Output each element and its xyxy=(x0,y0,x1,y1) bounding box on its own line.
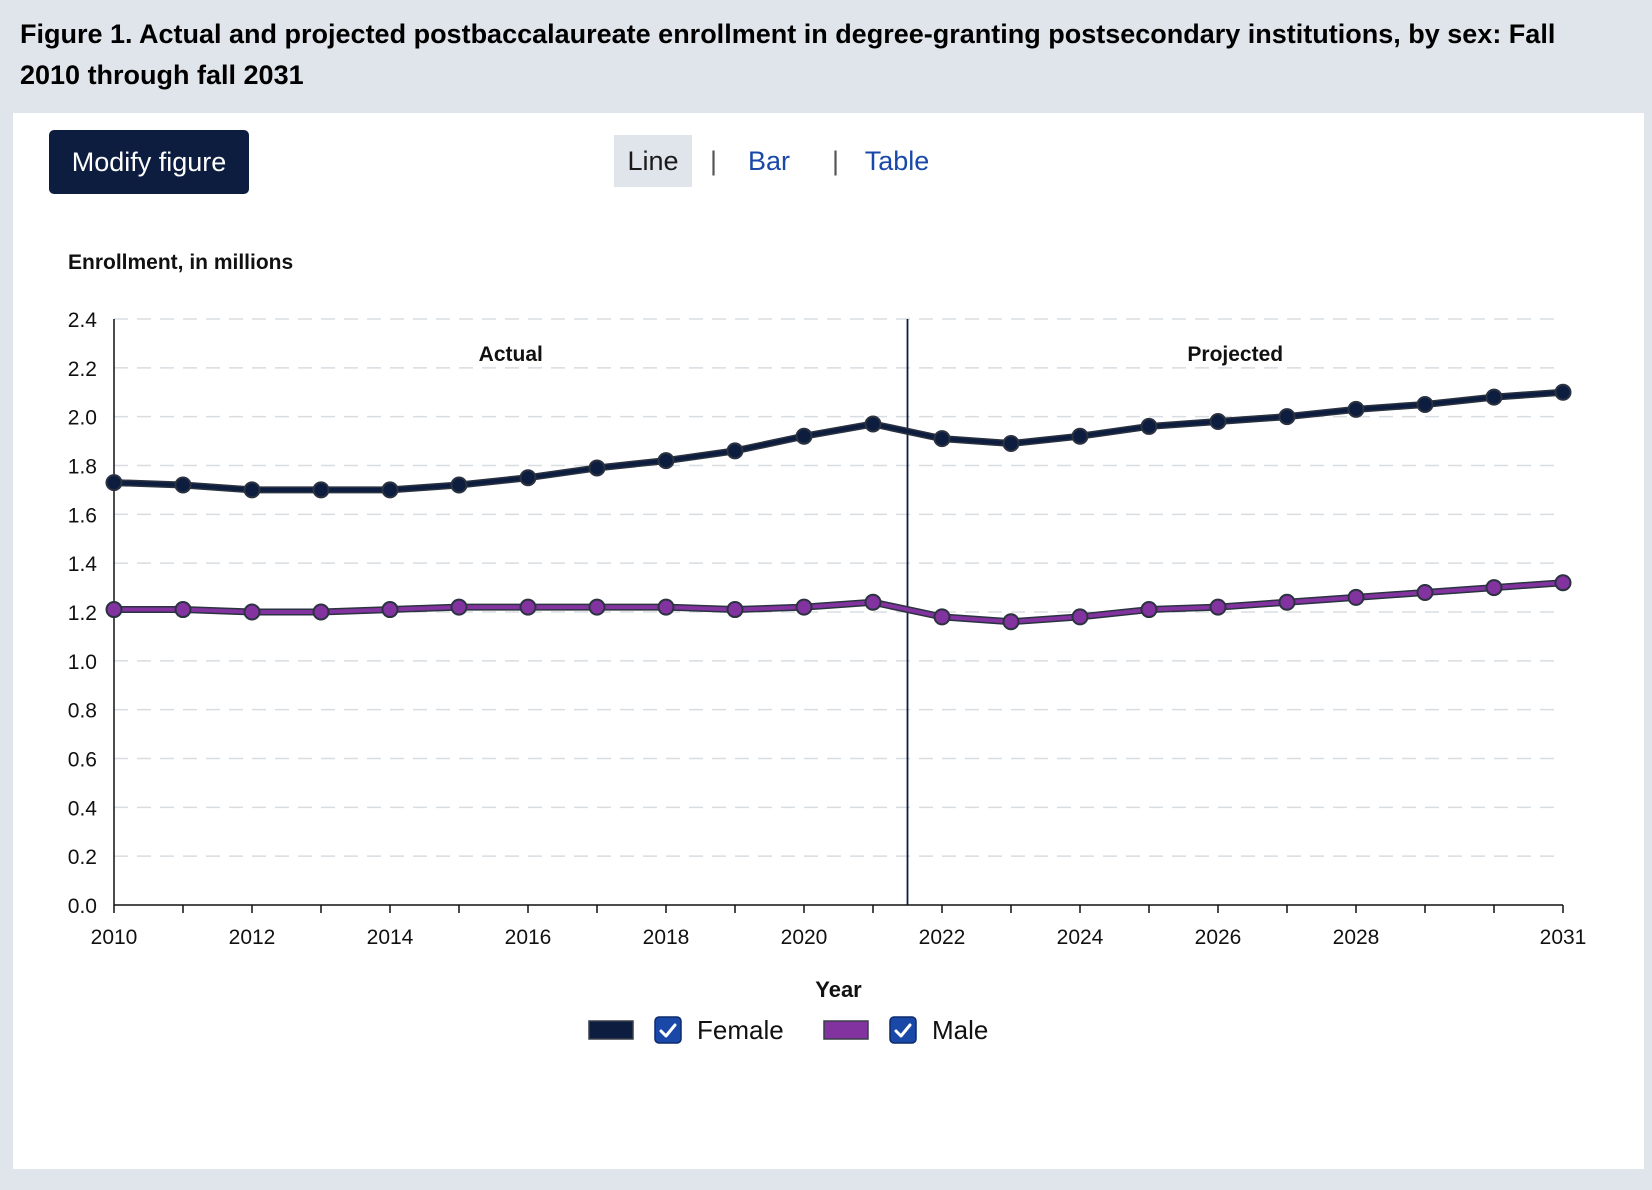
data-point-female xyxy=(795,427,813,445)
data-point-male xyxy=(519,598,537,616)
data-point-female xyxy=(1347,400,1365,418)
x-tick-label: 2022 xyxy=(919,926,966,949)
y-tick-label: 0.8 xyxy=(68,700,97,723)
figure-panel: Modify figure Line | Bar | Table 0.0 0.2 0… xyxy=(13,113,1644,1169)
data-point-female xyxy=(243,481,261,499)
y-axis-label: Enrollment, in millions xyxy=(68,251,293,274)
figure-title-line2: 2010 through fall 2031 xyxy=(20,60,304,90)
legend-label-female: Female xyxy=(697,1015,784,1045)
data-point-male xyxy=(1554,574,1572,592)
x-tick-label: 2016 xyxy=(505,926,552,949)
data-point-female xyxy=(1140,417,1158,435)
x-tick-label: 2020 xyxy=(781,926,828,949)
data-point-female xyxy=(312,481,330,499)
legend-swatch-male xyxy=(823,1020,869,1040)
data-point-male xyxy=(795,598,813,616)
data-point-female xyxy=(588,459,606,477)
data-point-male xyxy=(726,601,744,619)
data-point-male xyxy=(243,603,261,621)
data-point-male xyxy=(381,601,399,619)
data-point-female xyxy=(174,476,192,494)
y-tick-label: 0.6 xyxy=(68,749,97,772)
series-line-female xyxy=(113,390,1564,492)
region-label-projected: Projected xyxy=(1187,343,1283,366)
x-tick-label: 2012 xyxy=(229,926,276,949)
legend-checkbox-female[interactable] xyxy=(654,1016,682,1044)
data-point-male xyxy=(864,593,882,611)
y-tick-label: 2.0 xyxy=(68,407,97,430)
y-tick-label: 2.2 xyxy=(68,358,97,381)
data-point-male xyxy=(933,608,951,626)
data-point-male xyxy=(1071,608,1089,626)
data-point-male xyxy=(312,603,330,621)
x-axis-label: Year xyxy=(815,977,862,1002)
figure-title-line1: Figure 1. Actual and projected postbacca… xyxy=(20,19,1556,49)
region-label-actual: Actual xyxy=(479,343,543,366)
data-point-male xyxy=(450,598,468,616)
data-point-female xyxy=(864,415,882,433)
tab-separator: | xyxy=(710,146,718,176)
data-point-female xyxy=(450,476,468,494)
y-tick-label: 1.4 xyxy=(68,553,98,576)
tab-line[interactable]: Line xyxy=(614,135,692,187)
data-point-female xyxy=(933,430,951,448)
checkmark-icon xyxy=(894,1023,912,1038)
data-point-female xyxy=(1554,383,1572,401)
series-line-outline-female xyxy=(113,388,1564,494)
x-tick-label: 2028 xyxy=(1333,926,1380,949)
data-point-male xyxy=(1347,588,1365,606)
y-tick-label: 1.8 xyxy=(68,456,97,479)
tab-separator: | xyxy=(832,146,840,176)
data-point-female xyxy=(519,469,537,487)
data-point-female xyxy=(1278,408,1296,426)
data-point-female xyxy=(1071,427,1089,445)
data-point-female xyxy=(1485,388,1503,406)
series-line-outline-male xyxy=(114,579,1564,626)
y-tick-label: 1.6 xyxy=(68,504,97,527)
data-point-male xyxy=(1416,583,1434,601)
data-point-male xyxy=(657,598,675,616)
data-point-female xyxy=(1416,395,1434,413)
data-point-female xyxy=(105,474,123,492)
x-tick-label: 2014 xyxy=(367,926,414,949)
tab-table[interactable]: Table xyxy=(864,146,930,176)
y-tick-label: 1.2 xyxy=(68,602,97,625)
x-tick-label: 2024 xyxy=(1057,926,1104,949)
line-chart: 0.0 0.2 0.4 0.6 0.8 1.0 1.2 1.4 1.6 1.8 2.0 2.2 2.4 E… xyxy=(68,251,1587,1045)
x-tick-label: 2026 xyxy=(1195,926,1242,949)
data-point-male xyxy=(588,598,606,616)
checkmark-icon xyxy=(659,1023,677,1038)
data-point-male xyxy=(174,601,192,619)
data-point-male xyxy=(1278,593,1296,611)
data-point-female xyxy=(726,442,744,460)
x-tick-label: 2010 xyxy=(91,926,138,949)
y-tick-label: 0.0 xyxy=(68,895,97,918)
data-point-male xyxy=(1002,613,1020,631)
y-tick-label: 0.2 xyxy=(68,846,97,869)
series-line-male xyxy=(114,580,1564,624)
data-point-male xyxy=(1140,601,1158,619)
legend-swatch-female xyxy=(588,1020,634,1040)
data-point-female xyxy=(657,452,675,470)
data-point-female xyxy=(1209,413,1227,431)
y-tick-label: 0.4 xyxy=(68,797,98,820)
data-point-female xyxy=(381,481,399,499)
figure-title: Figure 1. Actual and projected postbacca… xyxy=(20,14,1632,96)
legend-label-male: Male xyxy=(932,1015,988,1045)
tab-bar[interactable]: Bar xyxy=(747,146,791,176)
data-point-male xyxy=(1209,598,1227,616)
data-point-female xyxy=(1002,435,1020,453)
y-tick-label: 1.0 xyxy=(68,651,97,674)
data-point-male xyxy=(105,601,123,619)
data-point-male xyxy=(1485,579,1503,597)
x-tick-label: 2031 xyxy=(1540,926,1587,949)
legend-checkbox-male[interactable] xyxy=(889,1016,917,1044)
y-tick-label: 2.4 xyxy=(68,309,98,332)
x-tick-label: 2018 xyxy=(643,926,690,949)
modify-figure-button[interactable]: Modify figure xyxy=(49,130,249,194)
